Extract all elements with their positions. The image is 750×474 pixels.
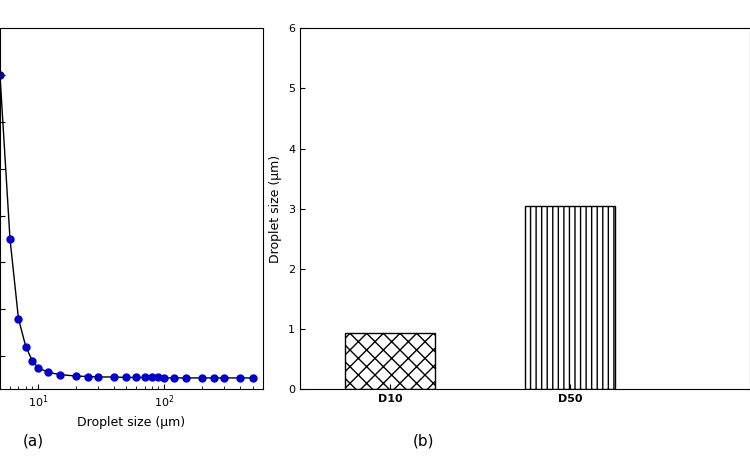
X-axis label: Droplet size (μm): Droplet size (μm) [77, 416, 185, 428]
Text: (b): (b) [413, 434, 434, 448]
Bar [345, 333, 435, 389]
Y-axis label: Droplet size (μm): Droplet size (μm) [269, 155, 283, 263]
Text: (a): (a) [22, 434, 44, 448]
Bar [525, 206, 615, 389]
